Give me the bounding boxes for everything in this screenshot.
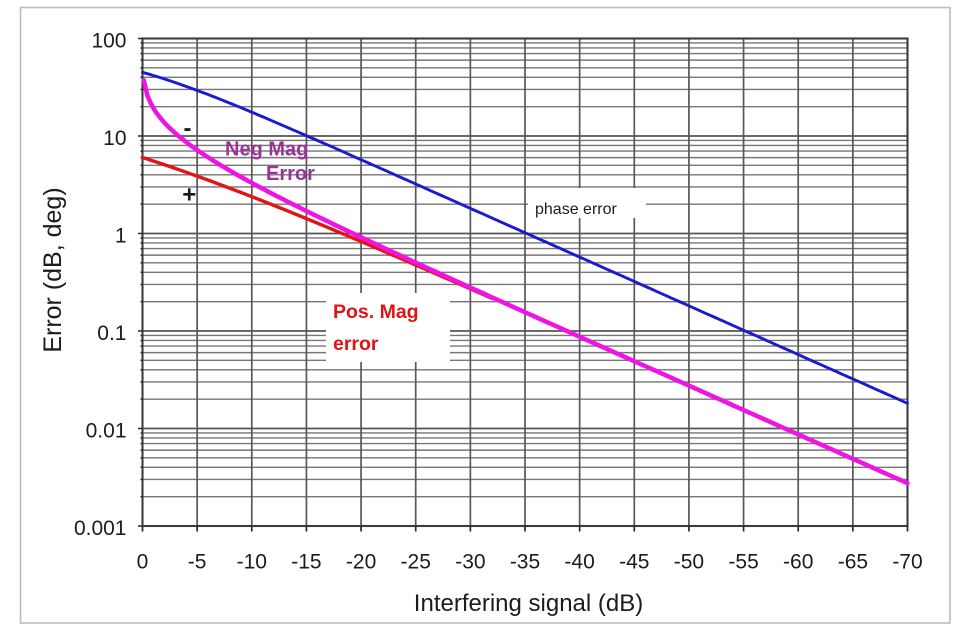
svg-text:-50: -50 [674,551,704,574]
svg-text:error: error [333,333,379,355]
svg-text:0.01: 0.01 [86,420,127,443]
svg-text:-60: -60 [783,551,813,574]
svg-text:-15: -15 [291,551,321,574]
svg-text:1: 1 [115,225,127,248]
svg-text:-20: -20 [346,551,376,574]
svg-text:-: - [184,115,192,142]
svg-text:phase error: phase error [535,201,617,218]
svg-text:Error: Error [266,163,315,185]
svg-text:Interfering signal (dB): Interfering signal (dB) [414,590,643,617]
svg-text:Pos. Mag: Pos. Mag [333,301,419,323]
svg-text:Neg Mag: Neg Mag [225,139,308,161]
svg-text:+: + [182,182,196,209]
svg-text:-35: -35 [510,551,540,574]
svg-text:0: 0 [137,551,149,574]
svg-text:-70: -70 [892,551,922,574]
svg-text:0.001: 0.001 [74,517,127,540]
svg-text:-65: -65 [838,551,868,574]
svg-text:-10: -10 [237,551,267,574]
svg-text:10: 10 [103,127,126,150]
svg-text:-40: -40 [564,551,594,574]
svg-text:-45: -45 [619,551,649,574]
svg-text:Error (dB, deg): Error (dB, deg) [39,187,67,352]
svg-text:-30: -30 [455,551,485,574]
svg-text:-5: -5 [188,551,207,574]
svg-text:100: 100 [91,30,126,53]
svg-text:-25: -25 [401,551,431,574]
svg-text:0.1: 0.1 [97,322,126,345]
svg-text:-55: -55 [728,551,758,574]
